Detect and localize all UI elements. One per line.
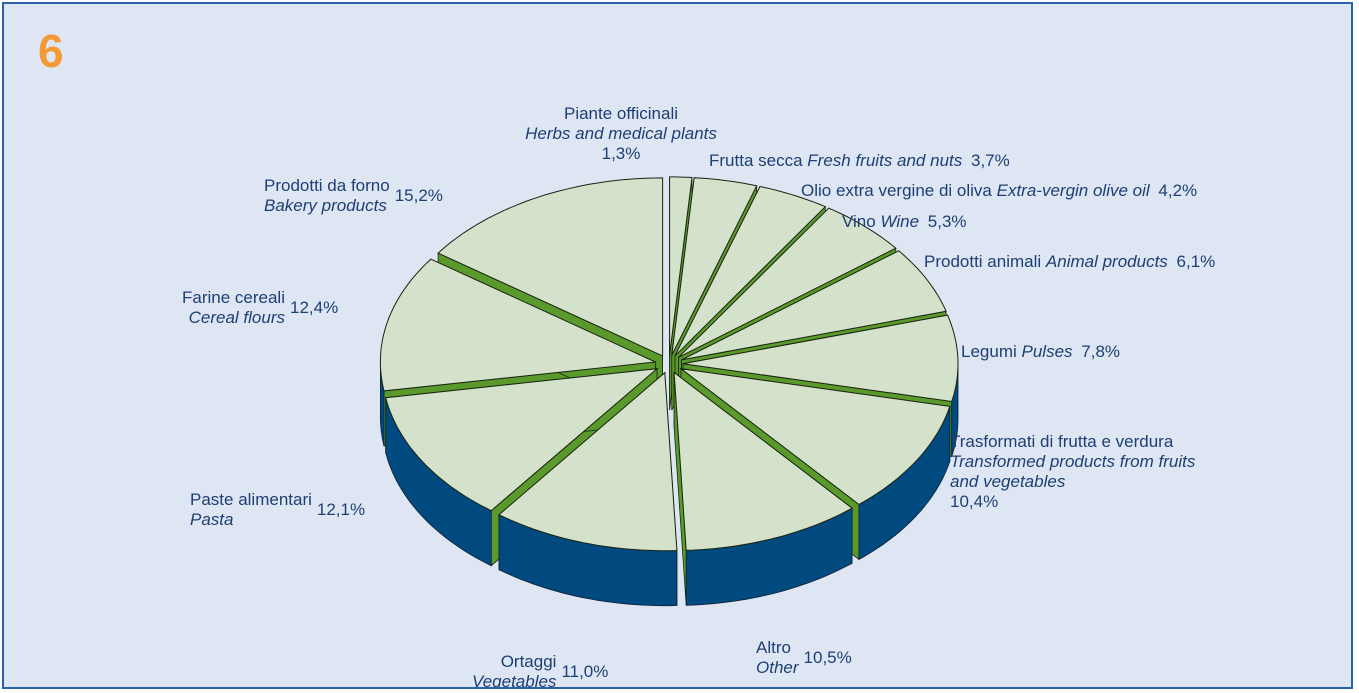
label-italian: Legumi bbox=[961, 342, 1017, 361]
slice bbox=[682, 314, 959, 403]
value-label: 10,4% bbox=[950, 492, 999, 511]
pie-chart bbox=[379, 176, 959, 607]
slice bbox=[379, 258, 658, 392]
slice bbox=[671, 177, 758, 356]
slice-label: Trasformati di frutta e verdura Transform… bbox=[950, 432, 1200, 512]
value-label: 12,1% bbox=[316, 500, 366, 519]
chart-title: 6 bbox=[38, 25, 64, 77]
label-names: Paste alimentari Pasta bbox=[190, 490, 312, 530]
label-names: Ortaggi Vegetables bbox=[472, 652, 557, 689]
label-english: Cereal flours bbox=[188, 308, 285, 327]
value-label: 11,0% bbox=[561, 662, 609, 681]
label-italian: Prodotti da forno bbox=[264, 176, 390, 195]
slice-label: Olio extra vergine di oliva Extra-vergin… bbox=[801, 181, 1197, 201]
value-label: 10,5% bbox=[803, 648, 852, 667]
label-names: Prodotti da forno Bakery products bbox=[264, 176, 390, 216]
label-italian: Piante officinali bbox=[563, 104, 679, 123]
value-label: 4,2% bbox=[1158, 181, 1198, 200]
value-label: 3,7% bbox=[970, 151, 1010, 170]
slice-label: Prodotti da forno Bakery products 15,2% bbox=[264, 176, 443, 216]
slice-label: Paste alimentari Pasta 12,1% bbox=[190, 490, 365, 530]
slice-label: Prodotti animali Animal products 6,1% bbox=[924, 252, 1215, 272]
label-italian: Prodotti animali bbox=[924, 252, 1042, 271]
label-english: Wine bbox=[880, 212, 920, 231]
label-italian: Vino bbox=[842, 212, 876, 231]
value-label: 1,3% bbox=[601, 144, 641, 163]
label-english: Animal products bbox=[1045, 252, 1168, 271]
value-label: 7,8% bbox=[1081, 342, 1121, 361]
label-english: Herbs and medical plants bbox=[525, 124, 717, 143]
slice-label: Farine cereali Cereal flours 12,4% bbox=[182, 288, 338, 328]
slice bbox=[437, 177, 664, 357]
slice bbox=[385, 368, 659, 512]
label-english: Bakery products bbox=[264, 196, 387, 215]
label-italian: Frutta secca bbox=[709, 151, 803, 170]
label-italian: Paste alimentari bbox=[190, 490, 312, 509]
value-label: 5,3% bbox=[927, 212, 967, 231]
label-names: Farine cereali Cereal flours bbox=[182, 288, 285, 328]
label-names: Altro Other bbox=[756, 638, 799, 678]
label-italian: Farine cereali bbox=[182, 288, 285, 307]
label-english: Pulses bbox=[1021, 342, 1073, 361]
label-english: Pasta bbox=[190, 510, 234, 529]
slice bbox=[674, 185, 827, 357]
value-label: 12,4% bbox=[290, 298, 339, 317]
slice bbox=[673, 371, 854, 551]
value-label: 6,1% bbox=[1176, 252, 1216, 271]
slice-label: Ortaggi Vegetables 11,0% bbox=[472, 652, 609, 689]
slice bbox=[498, 371, 678, 552]
label-italian: Olio extra vergine di oliva bbox=[801, 181, 992, 200]
slice-label: Frutta secca Fresh fruits and nuts 3,7% bbox=[709, 151, 1010, 171]
label-italian: Altro bbox=[756, 638, 791, 657]
label-english: Vegetables bbox=[472, 672, 557, 689]
slice-label: Vino Wine 5,3% bbox=[842, 212, 967, 232]
slice bbox=[678, 207, 897, 358]
value-label: 15,2% bbox=[394, 186, 443, 205]
label-english: Extra-vergin olive oil bbox=[996, 181, 1150, 200]
slice-label: Legumi Pulses 7,8% bbox=[961, 342, 1120, 362]
label-italian: Ortaggi bbox=[500, 652, 557, 671]
label-english: Fresh fruits and nuts bbox=[807, 151, 963, 170]
label-italian: Trasformati di frutta e verdura bbox=[950, 432, 1174, 451]
slice-label: Piante officinali Herbs and medical plant… bbox=[525, 104, 717, 164]
slice bbox=[679, 367, 951, 505]
label-english: Other bbox=[756, 658, 799, 677]
label-english: Transformed products from fruits and veg… bbox=[950, 452, 1196, 491]
slice-label: Altro Other 10,5% bbox=[756, 638, 852, 678]
slice bbox=[681, 250, 947, 361]
slice bbox=[669, 176, 693, 355]
